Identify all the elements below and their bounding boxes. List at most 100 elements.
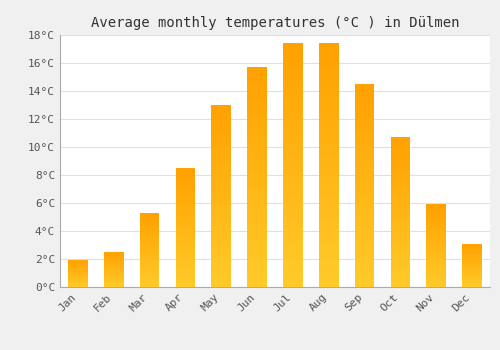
Bar <box>283 150 303 153</box>
Bar <box>247 271 267 273</box>
Bar <box>176 204 196 205</box>
Bar <box>104 269 124 270</box>
Bar <box>390 195 410 197</box>
Bar <box>354 216 374 218</box>
Bar <box>426 233 446 235</box>
Bar <box>283 223 303 226</box>
Bar <box>426 281 446 282</box>
Bar <box>390 208 410 210</box>
Bar <box>212 169 231 171</box>
Bar <box>176 268 196 269</box>
Bar <box>462 279 482 280</box>
Bar <box>283 202 303 205</box>
Bar <box>247 273 267 276</box>
Bar <box>212 146 231 148</box>
Bar <box>283 247 303 251</box>
Bar <box>426 285 446 286</box>
Bar <box>283 162 303 165</box>
Bar <box>390 152 410 154</box>
Bar <box>283 275 303 278</box>
Bar <box>212 267 231 269</box>
Bar <box>176 266 196 268</box>
Bar <box>426 280 446 281</box>
Bar <box>354 249 374 251</box>
Bar <box>140 252 160 253</box>
Bar <box>176 286 196 287</box>
Bar <box>212 107 231 110</box>
Bar <box>319 187 338 190</box>
Bar <box>319 229 338 232</box>
Bar <box>176 262 196 263</box>
Bar <box>426 239 446 240</box>
Bar <box>247 133 267 136</box>
Bar <box>283 135 303 138</box>
Bar <box>247 76 267 78</box>
Bar <box>176 199 196 201</box>
Bar <box>212 182 231 185</box>
Bar <box>247 73 267 76</box>
Bar <box>319 284 338 287</box>
Bar <box>176 212 196 214</box>
Bar <box>390 201 410 203</box>
Bar <box>247 188 267 191</box>
Bar <box>354 175 374 178</box>
Bar <box>283 62 303 65</box>
Bar <box>390 167 410 169</box>
Bar <box>140 259 160 260</box>
Bar <box>426 247 446 248</box>
Bar <box>247 196 267 199</box>
Bar <box>212 194 231 196</box>
Bar <box>140 263 160 264</box>
Bar <box>283 229 303 232</box>
Bar <box>354 282 374 285</box>
Bar <box>462 273 482 274</box>
Bar <box>462 285 482 286</box>
Bar <box>247 108 267 111</box>
Bar <box>354 224 374 226</box>
Bar <box>390 197 410 199</box>
Bar <box>212 271 231 273</box>
Bar <box>283 107 303 110</box>
Bar <box>247 238 267 240</box>
Bar <box>319 144 338 147</box>
Bar <box>426 286 446 287</box>
Bar <box>212 196 231 198</box>
Bar <box>462 257 482 258</box>
Bar <box>247 279 267 281</box>
Bar <box>283 214 303 217</box>
Bar <box>283 120 303 122</box>
Bar <box>354 236 374 239</box>
Bar <box>176 248 196 250</box>
Bar <box>426 279 446 280</box>
Bar <box>426 238 446 239</box>
Bar <box>140 244 160 245</box>
Bar <box>247 226 267 229</box>
Bar <box>283 92 303 95</box>
Bar <box>283 171 303 174</box>
Bar <box>462 251 482 252</box>
Bar <box>176 242 196 244</box>
Bar <box>247 254 267 257</box>
Bar <box>140 283 160 284</box>
Bar <box>212 171 231 173</box>
Bar <box>212 278 231 280</box>
Bar <box>354 104 374 107</box>
Bar <box>390 242 410 244</box>
Bar <box>390 244 410 246</box>
Bar <box>426 213 446 214</box>
Bar <box>247 194 267 196</box>
Bar <box>319 83 338 86</box>
Bar <box>319 281 338 284</box>
Bar <box>104 253 124 254</box>
Bar <box>283 284 303 287</box>
Bar <box>212 210 231 212</box>
Bar <box>462 265 482 266</box>
Bar <box>354 135 374 137</box>
Bar <box>426 283 446 284</box>
Bar <box>140 284 160 285</box>
Bar <box>283 104 303 107</box>
Bar <box>104 267 124 268</box>
Bar <box>140 250 160 251</box>
Bar <box>390 191 410 193</box>
Bar <box>283 174 303 177</box>
